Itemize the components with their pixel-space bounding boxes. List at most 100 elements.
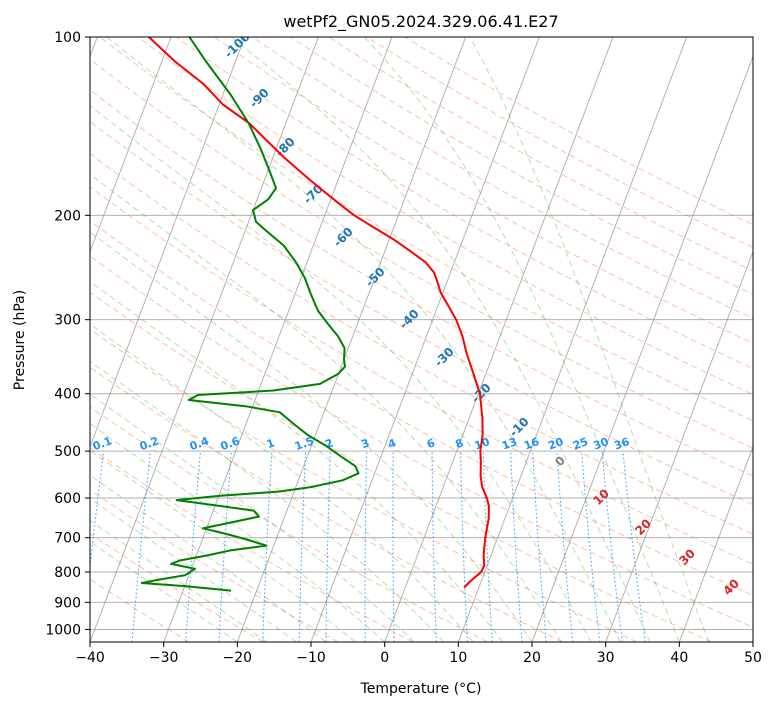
- moist-adiabat: [90, 519, 268, 642]
- dry-adiabat: [90, 489, 339, 642]
- isotherm-line: [90, 37, 319, 642]
- profile-series: [140, 37, 490, 592]
- moist-adiabat: [90, 105, 592, 642]
- isotherms: [90, 37, 753, 642]
- plot-area: -100-90-80-70-60-50-40-30-20-10010203040…: [90, 37, 753, 642]
- mixing-ratio-label: 6: [425, 436, 437, 451]
- mixing-ratio-line: [581, 451, 601, 642]
- mixing-ratio-line: [364, 451, 368, 642]
- plot-frame: [89, 36, 754, 643]
- mixing-ratio-line: [90, 451, 105, 572]
- moist-adiabat-label: -60: [331, 225, 356, 250]
- x-axis-ticks: −40 −30 −20 −10 0 10 20 30 40 50: [75, 642, 762, 666]
- isotherm-line: [90, 37, 246, 449]
- mixing-ratio-label: 16: [522, 435, 541, 453]
- dry-adiabat: [90, 533, 264, 642]
- dry-adiabat: [328, 37, 753, 272]
- isotherm-line: [678, 445, 753, 642]
- moist-adiabat-label: -80: [273, 135, 298, 160]
- mixing-ratio-label: 0.2: [138, 434, 161, 453]
- moist-adiabat: [90, 360, 444, 642]
- x-tick-label: 40: [670, 650, 688, 666]
- dry-adiabat: [175, 37, 753, 370]
- dry-adiabat-label: 40: [720, 576, 742, 598]
- y-tick-label: 200: [54, 208, 81, 224]
- moist-adiabat: [90, 541, 238, 642]
- mixing-ratio-label: 8: [454, 436, 466, 451]
- y-tick-label: 900: [54, 595, 81, 611]
- pressure-gridlines: [90, 37, 753, 630]
- mixing-ratio-label: 13: [500, 435, 519, 452]
- chart-title: wetPf2_GN05.2024.329.06.41.E27: [283, 12, 558, 32]
- dry-adiabat: [90, 406, 488, 642]
- moist-adiabat: [90, 449, 356, 642]
- moist-adiabat: [90, 231, 533, 642]
- moist-adiabat-label: -30: [432, 345, 457, 370]
- isotherm-line: [384, 37, 614, 642]
- dewpoint-line: [140, 37, 360, 592]
- moist-adiabat: [90, 393, 415, 642]
- mixing-ratio-lines: [90, 451, 646, 642]
- y-axis-ticks: 100 200 300 400 500 600 700 800 900 1000: [45, 30, 90, 638]
- dry-adiabat: [90, 120, 753, 506]
- dry-adiabat: [90, 153, 753, 535]
- x-tick-label: 0: [380, 650, 389, 666]
- y-tick-label: 500: [54, 444, 81, 460]
- x-tick-label: 10: [449, 650, 467, 666]
- mixing-ratio-line: [622, 451, 646, 642]
- x-axis-label: Temperature (°C): [360, 681, 482, 697]
- mixing-ratio-label: 25: [571, 435, 590, 452]
- mixing-ratio-label: 3: [360, 436, 372, 451]
- y-tick-label: 100: [54, 30, 81, 46]
- moist-adiabat: [90, 280, 503, 642]
- x-tick-label: 30: [597, 650, 615, 666]
- mixing-ratio-line: [532, 451, 547, 642]
- moist-adiabat: [90, 173, 562, 642]
- y-tick-label: 1000: [45, 622, 81, 638]
- isotherm-line: [236, 37, 467, 642]
- dry-adiabat: [90, 366, 563, 642]
- moist-adiabat: [90, 422, 386, 642]
- y-tick-label: 300: [54, 313, 81, 329]
- y-tick-label: 400: [54, 387, 81, 403]
- dry-adiabats: [90, 37, 753, 642]
- mixing-ratio-label: 20: [546, 435, 565, 453]
- y-axis-label: Pressure (hPa): [12, 290, 28, 390]
- mixing-ratio-label: 1.5: [293, 434, 316, 453]
- isotherm-line: [605, 250, 753, 642]
- y-tick-label: 700: [54, 531, 81, 547]
- moist-adiabats: [90, 37, 710, 642]
- moist-adiabat: [90, 474, 327, 642]
- mixing-ratio-line: [601, 451, 623, 642]
- x-tick-label: −30: [149, 650, 179, 666]
- moist-adiabat: [230, 37, 651, 642]
- mixing-ratio-line: [556, 451, 574, 642]
- isotherm-line: [310, 37, 540, 642]
- isotherm-line: [163, 37, 393, 642]
- mixing-ratio-line: [460, 451, 468, 642]
- mixing-ratio-label: 36: [612, 435, 631, 453]
- mixing-ratio-label: 0.6: [219, 434, 242, 453]
- dry-adiabat: [90, 186, 753, 565]
- dry-adiabat: [90, 578, 190, 642]
- x-tick-label: −10: [296, 650, 326, 666]
- moist-adiabat-label: 0: [552, 453, 568, 469]
- moist-adiabat-label: -70: [301, 182, 326, 207]
- isotherm-line: [752, 640, 753, 642]
- mixing-ratio-label: 1: [265, 436, 277, 451]
- mixing-ratio-line: [185, 451, 201, 642]
- mixing-ratio-label: 2: [323, 436, 335, 451]
- moist-adiabat: [363, 37, 680, 642]
- moist-adiabat: [90, 497, 297, 642]
- mixing-ratio-label: 30: [592, 435, 611, 453]
- x-tick-label: −20: [223, 650, 253, 666]
- isotherm-line: [531, 55, 753, 642]
- mixing-ratio-line: [298, 451, 307, 642]
- y-tick-label: 600: [54, 491, 81, 507]
- y-tick-label: 800: [54, 565, 81, 581]
- dry-adiabat: [137, 37, 753, 395]
- moist-adiabat: [106, 37, 621, 642]
- mixing-ratio-line: [392, 451, 395, 642]
- dry-adiabat: [90, 255, 753, 628]
